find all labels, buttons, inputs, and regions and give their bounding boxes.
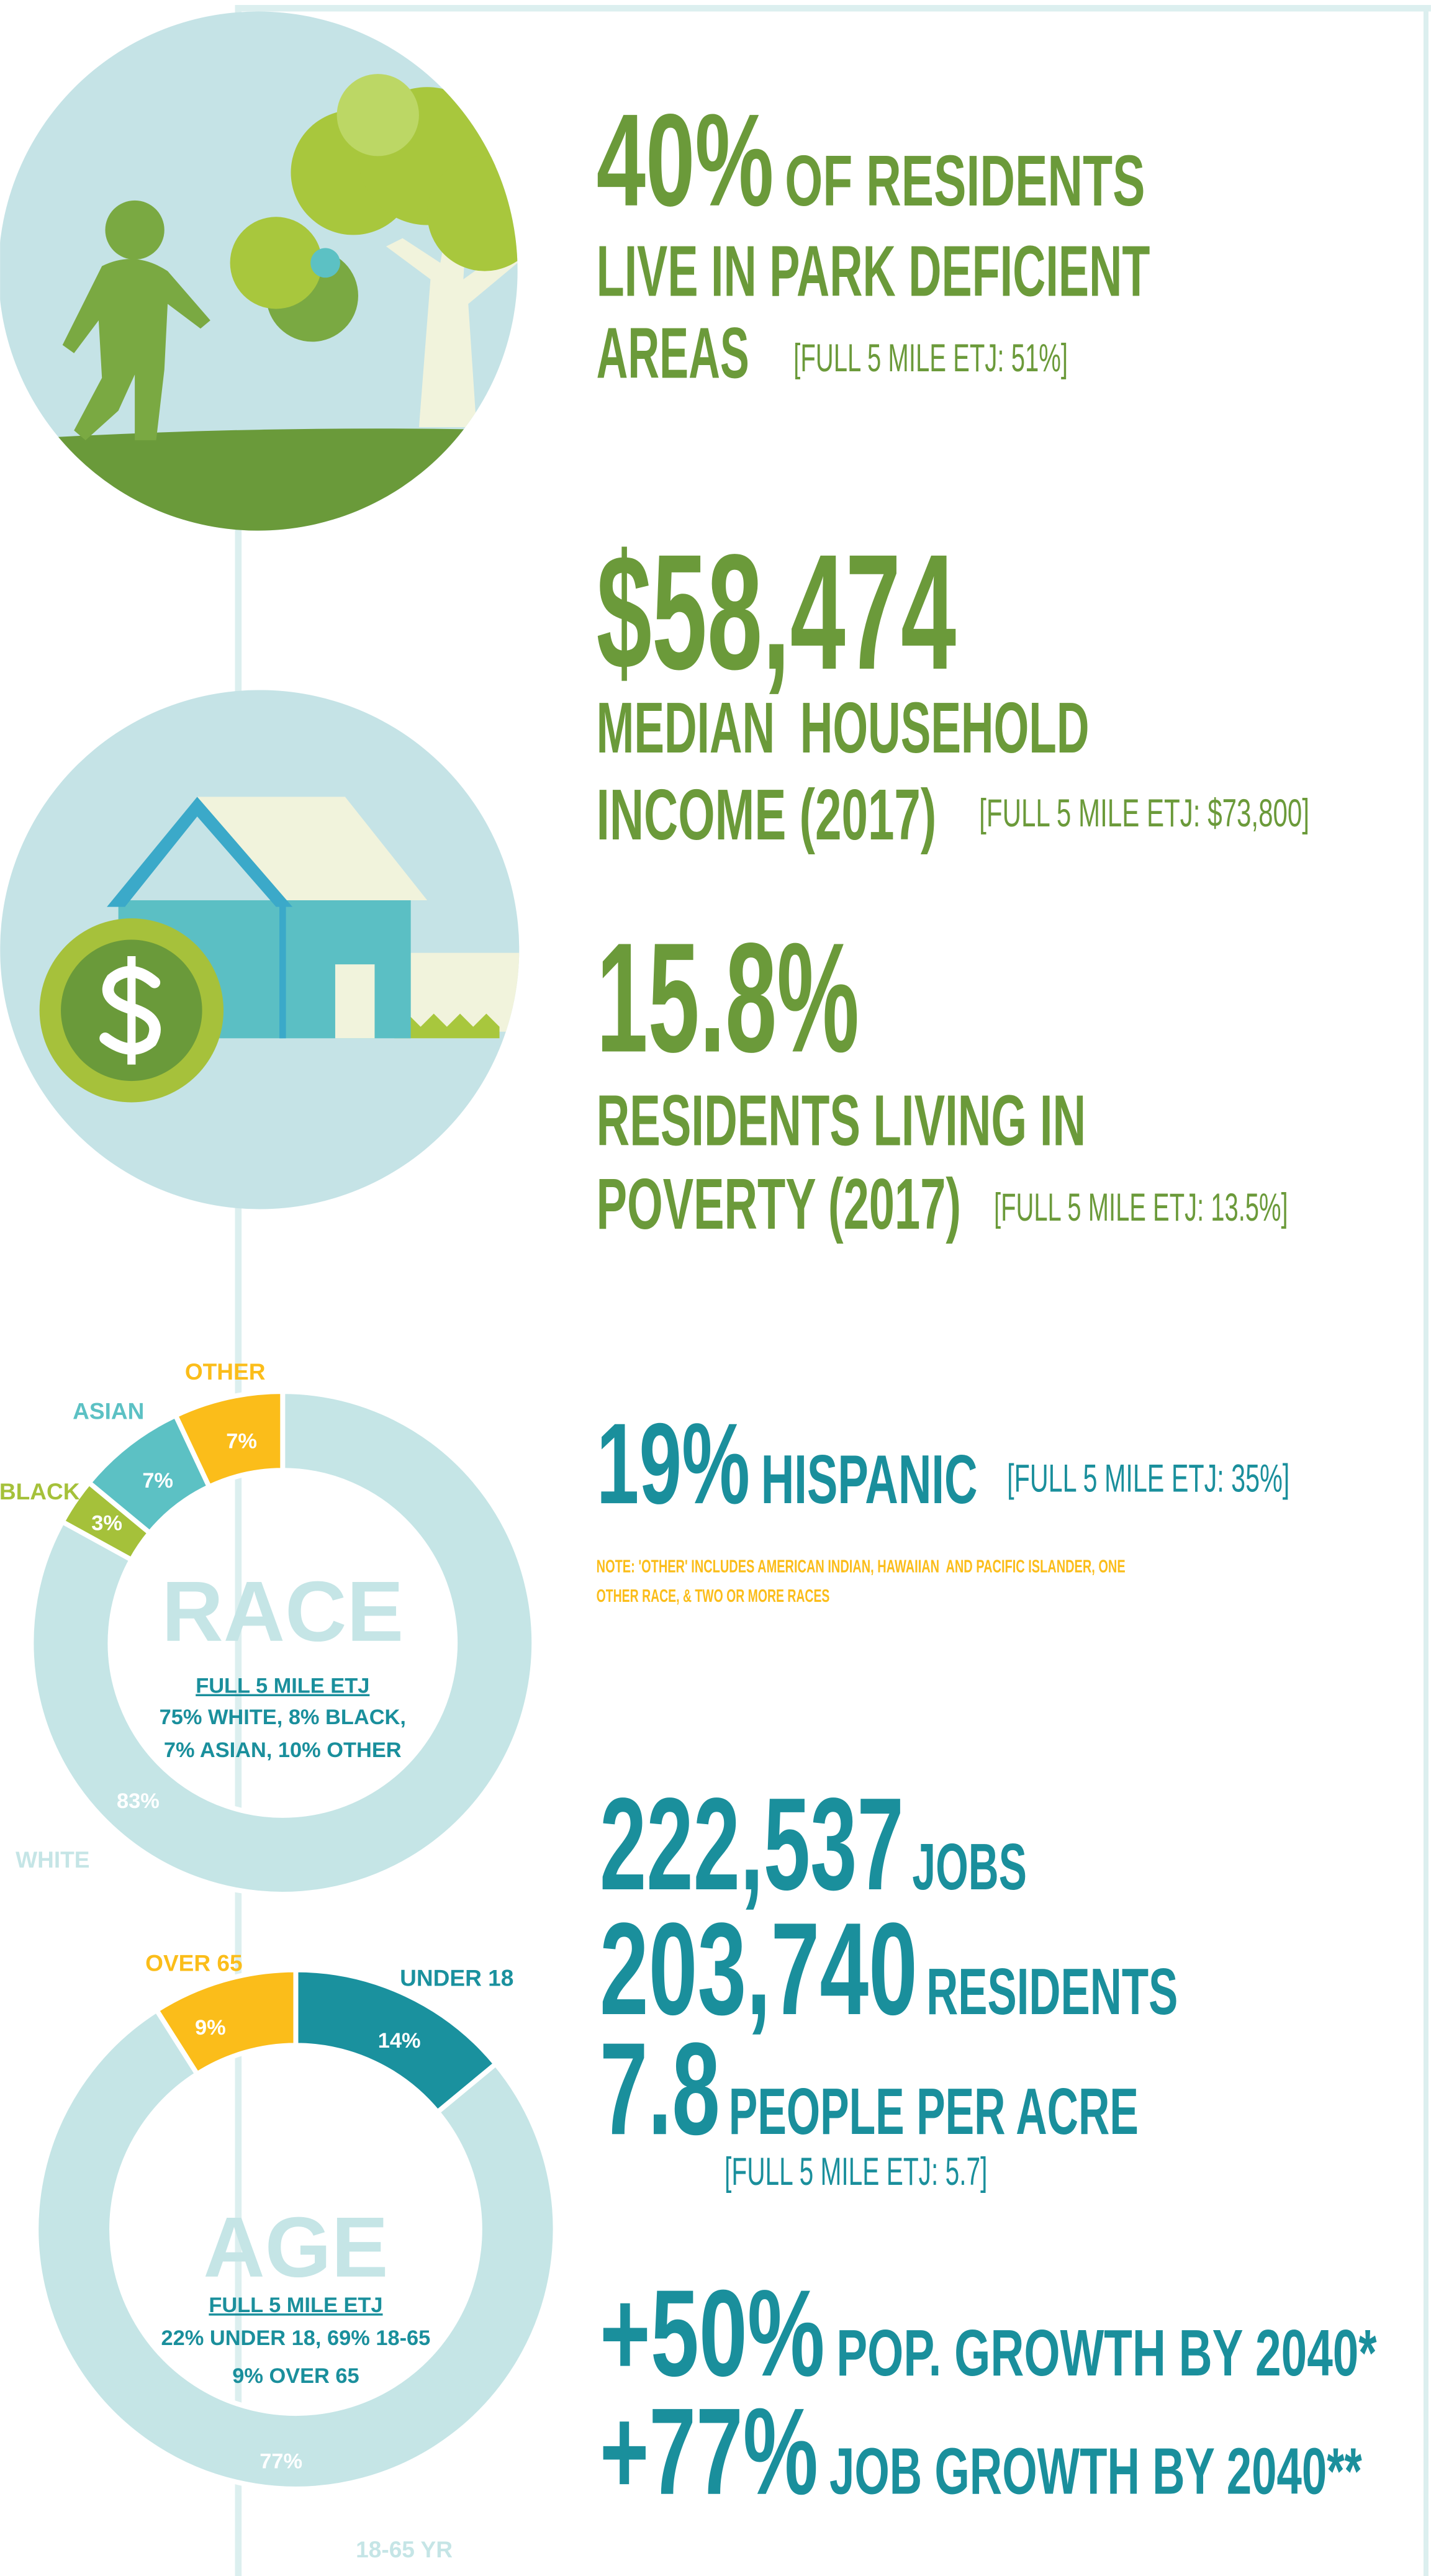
stat-text: INCOME (2017) <box>597 774 937 855</box>
stat-text: HISPANIC <box>761 1440 978 1518</box>
donut-segment <box>153 1967 299 2077</box>
race-note: OTHER RACE, & TWO OR MORE RACES <box>597 1586 830 1606</box>
timeline <box>235 4 1431 2576</box>
stat-text: AREAS <box>597 313 749 394</box>
value-label: 83% <box>117 1789 160 1813</box>
stat-headline: $58,474 <box>597 520 957 704</box>
category-label: ASIAN <box>73 1398 144 1424</box>
chart-annotation: 9% OVER 65 <box>232 2364 359 2388</box>
stat-headline: 203,740 <box>600 1895 918 2042</box>
etj-note: [FULL 5 MILE ETJ: 35%] <box>1007 1457 1289 1501</box>
stat-text: LIVE IN PARK DEFICIENT <box>597 230 1150 311</box>
category-label: 18-65 YR <box>356 2536 453 2562</box>
stat-text: JOB GROWTH BY 2040** <box>829 2435 1362 2508</box>
category-label: OVER 65 <box>145 1950 242 1976</box>
stat-line: 40%OF RESIDENTS <box>597 86 1145 233</box>
value-label: 9% <box>195 2016 226 2040</box>
stat-text: OF RESIDENTS <box>785 140 1145 221</box>
stat-text: POVERTY (2017) <box>597 1164 961 1244</box>
stat-line: +77%JOB GROWTH BY 2040** <box>600 2383 1362 2521</box>
value-label: 14% <box>378 2029 421 2053</box>
stat-line: 19%HISPANIC <box>597 1399 978 1528</box>
category-label: BLACK <box>0 1478 80 1504</box>
chart-annotation: 75% WHITE, 8% BLACK, <box>160 1706 406 1729</box>
stat-text: MEDIAN HOUSEHOLD <box>597 687 1090 768</box>
stat-line: 7.8PEOPLE PER ACRE <box>600 2015 1139 2162</box>
race-note: NOTE: 'OTHER' INCLUDES AMERICAN INDIAN, … <box>597 1557 1126 1576</box>
chart-subtitle: FULL 5 MILE ETJ <box>196 1674 369 1698</box>
stat-headline: +50% <box>600 2264 825 2402</box>
stat-text: RESIDENTS LIVING IN <box>597 1080 1086 1160</box>
stat-text: JOBS <box>912 1830 1027 1904</box>
park-illustration <box>0 11 518 531</box>
stat-line: +50%POP. GROWTH BY 2040* <box>600 2264 1377 2402</box>
chart-subtitle: FULL 5 MILE ETJ <box>209 2294 382 2317</box>
etj-note: [FULL 5 MILE ETJ: $73,800] <box>979 792 1309 835</box>
etj-note: [FULL 5 MILE ETJ: 51%] <box>793 337 1068 380</box>
stat-line: 222,537JOBS <box>600 1770 1027 1917</box>
chart-title: RACE <box>161 1564 404 1660</box>
stat-headline: +77% <box>600 2383 818 2521</box>
chart-annotation: 7% ASIAN, 10% OTHER <box>164 1738 402 1762</box>
stat-headline: 40% <box>597 86 774 233</box>
stat-headline: 15.8% <box>597 910 859 1085</box>
category-label: OTHER <box>185 1358 266 1385</box>
category-label: UNDER 18 <box>400 1964 513 1991</box>
value-label: 3% <box>91 1512 122 1535</box>
etj-note: [FULL 5 MILE ETJ: 13.5%] <box>994 1186 1288 1229</box>
stat-text: RESIDENTS <box>926 1955 1178 2028</box>
donut-segment <box>29 1389 537 1897</box>
house-illustration <box>0 690 520 1209</box>
value-label: 7% <box>226 1429 257 1453</box>
stat-headline: 7.8 <box>600 2015 720 2162</box>
stat-line: 203,740RESIDENTS <box>600 1895 1178 2042</box>
value-label: 7% <box>142 1469 173 1493</box>
chart-title: AGE <box>203 2200 388 2295</box>
stat-text: PEOPLE PER ACRE <box>729 2075 1139 2148</box>
stat-text: POP. GROWTH BY 2040* <box>836 2316 1377 2390</box>
value-label: 77% <box>260 2450 302 2474</box>
donut-segment <box>172 1389 286 1490</box>
category-label: WHITE <box>16 1846 89 1873</box>
etj-note: [FULL 5 MILE ETJ: 5.7] <box>725 2150 987 2194</box>
stat-headline: 19% <box>597 1399 750 1528</box>
stat-headline: 222,537 <box>600 1770 904 1917</box>
donut-segment <box>34 2007 558 2492</box>
chart-annotation: 22% UNDER 18, 69% 18-65 <box>161 2326 431 2350</box>
